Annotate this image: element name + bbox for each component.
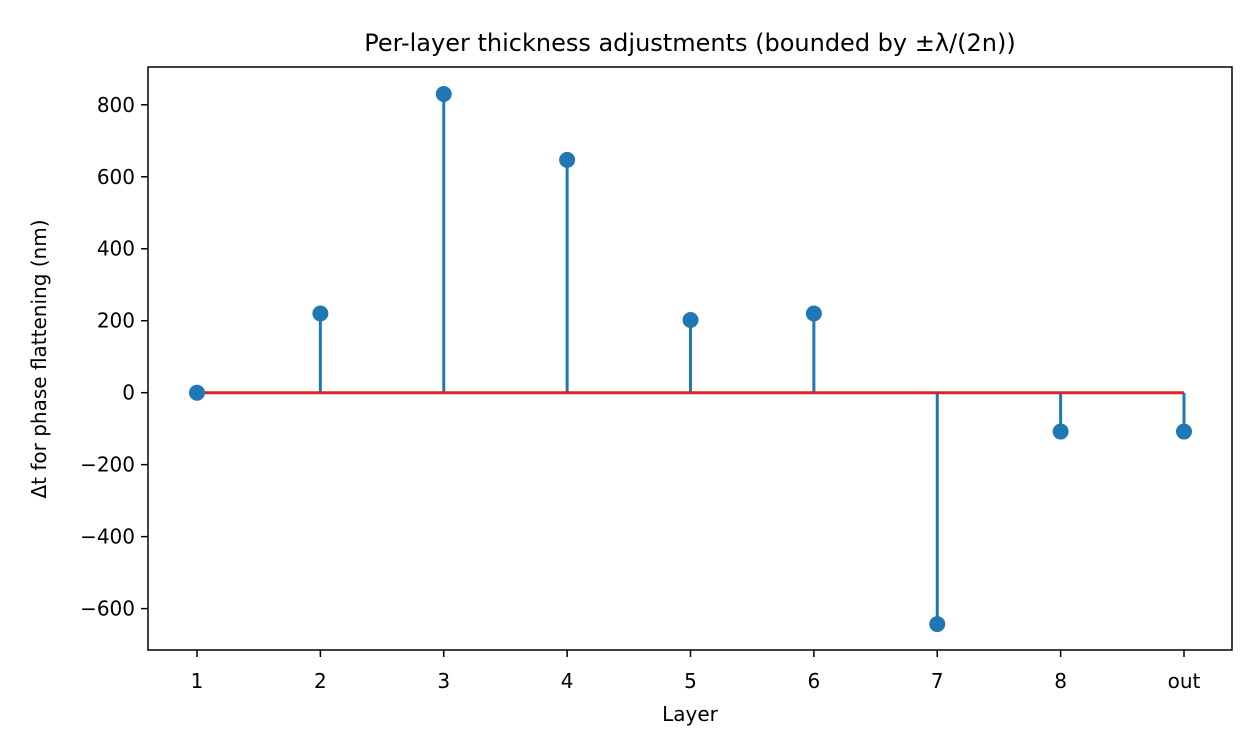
y-tick-label: 400 [97, 237, 135, 261]
y-tick-label: 200 [97, 309, 135, 333]
y-axis: 800 600 400 200 0 −200 −400 −600 [80, 93, 148, 621]
stem-marker-7 [929, 616, 946, 633]
chart-title: Per-layer thickness adjustments (bounded… [364, 29, 1015, 57]
stem-marker-4 [559, 151, 576, 168]
stem-marker-3 [435, 85, 452, 102]
x-tick-label: 1 [191, 669, 204, 693]
x-tick-label: 7 [931, 669, 944, 693]
x-tick-label: out [1168, 669, 1201, 693]
x-tick-label: 5 [684, 669, 697, 693]
x-axis: 1 2 3 4 5 6 7 8 out [191, 650, 1201, 693]
y-tick-label: 0 [122, 381, 135, 405]
x-tick-label: 2 [314, 669, 327, 693]
y-tick-label: 800 [97, 93, 135, 117]
plot-area [189, 85, 1192, 633]
stem-marker-6 [805, 305, 822, 322]
stem-marker-2 [312, 305, 329, 322]
stem-marker-1 [189, 384, 205, 401]
y-tick-label: −600 [80, 597, 135, 621]
y-tick-label: −400 [80, 525, 135, 549]
x-tick-label: 3 [437, 669, 450, 693]
stem-marker-out [1176, 423, 1192, 440]
x-tick-label: 8 [1054, 669, 1067, 693]
y-tick-label: 600 [97, 165, 135, 189]
y-tick-label: −200 [80, 453, 135, 477]
stem-marker-8 [1052, 423, 1069, 440]
stem-marker-5 [682, 311, 699, 328]
x-tick-label: 4 [561, 669, 574, 693]
y-axis-label: Δt for phase flattening (nm) [27, 219, 51, 498]
x-tick-label: 6 [808, 669, 821, 693]
x-axis-label: Layer [662, 702, 719, 726]
